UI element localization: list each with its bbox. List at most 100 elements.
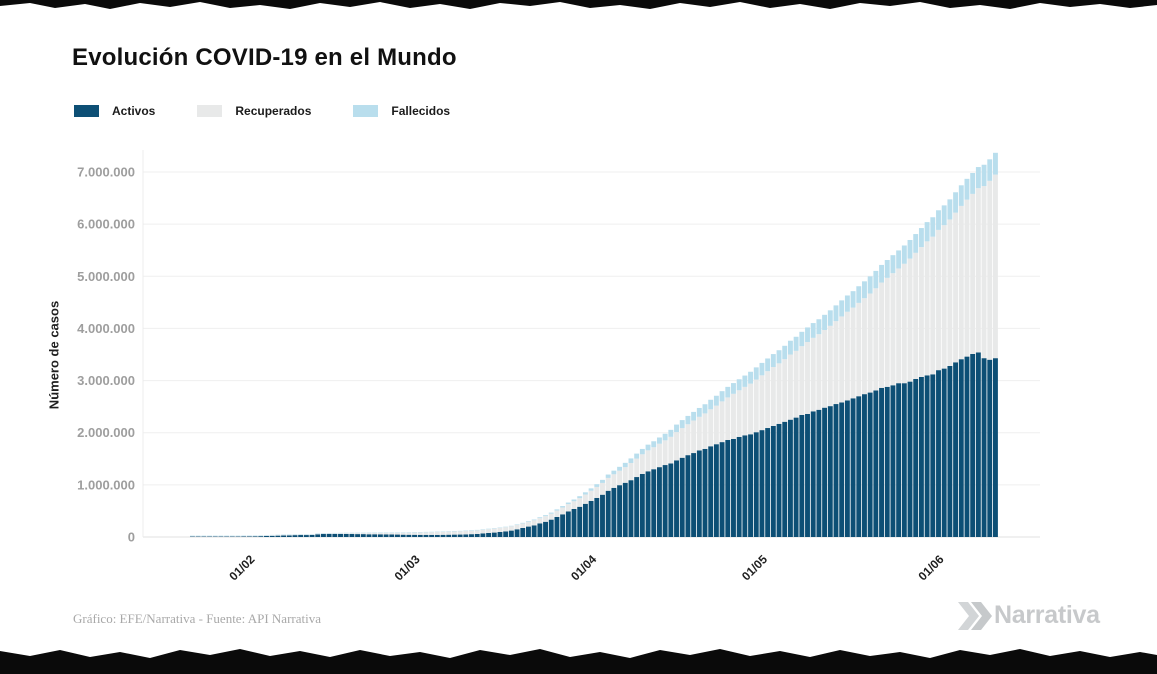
bar-segment-recuperados	[839, 316, 845, 403]
bar-segment-activos	[480, 533, 486, 537]
bar-segment-activos	[696, 450, 702, 537]
bar-segment-recuperados	[748, 383, 754, 435]
bar-segment-fallecidos	[810, 323, 816, 338]
bar-segment-recuperados	[520, 523, 526, 528]
bar-segment-activos	[748, 434, 754, 537]
bar-segment-fallecidos	[713, 395, 719, 406]
bar-segment-activos	[486, 532, 492, 537]
bar-segment-fallecidos	[816, 319, 822, 335]
bar-segment-activos	[349, 534, 355, 537]
bar-segment-fallecidos	[719, 391, 725, 402]
bar-segment-activos	[258, 536, 264, 537]
bar-segment-activos	[884, 386, 890, 537]
bar-segment-fallecidos	[645, 444, 651, 451]
bar-segment-recuperados	[850, 307, 856, 399]
bar-segment-activos	[765, 428, 771, 537]
bar-segment-recuperados	[377, 532, 383, 535]
bar-segment-activos	[451, 534, 457, 537]
bar-segment-activos	[514, 529, 520, 537]
bar-segment-activos	[776, 423, 782, 537]
bar-segment-activos	[275, 535, 281, 537]
x-tick-label: 01/04	[568, 552, 599, 583]
bar-segment-fallecidos	[856, 286, 862, 303]
bar-segment-recuperados	[827, 325, 833, 407]
bar-segment-activos	[970, 353, 976, 537]
bar-segment-recuperados	[656, 443, 662, 468]
bar-segment-fallecidos	[679, 420, 685, 429]
bar-segment-activos	[406, 534, 412, 537]
bar-segment-recuperados	[423, 532, 429, 535]
bar-segment-activos	[936, 370, 941, 537]
bar-segment-recuperados	[571, 501, 577, 509]
bar-segment-recuperados	[993, 174, 998, 359]
bar-segment-recuperados	[634, 458, 640, 478]
bar-segment-activos	[668, 463, 674, 537]
bar-segment-recuperados	[617, 470, 623, 486]
y-tick-label: 4.000.000	[77, 321, 135, 336]
bar-segment-activos	[656, 467, 662, 537]
bar-segment-fallecidos	[947, 199, 953, 220]
bar-segment-recuperados	[936, 229, 941, 371]
bar-segment-activos	[503, 531, 509, 537]
bar-segment-activos	[799, 414, 805, 537]
bar-segment-recuperados	[924, 241, 930, 376]
bar-segment-recuperados	[605, 477, 611, 491]
bar-segment-fallecidos	[554, 509, 560, 511]
bar-segment-fallecidos	[799, 331, 805, 347]
bar-segment-recuperados	[429, 532, 435, 535]
bar-segment-fallecidos	[930, 217, 936, 237]
bar-segment-fallecidos	[964, 178, 970, 200]
bar-segment-recuperados	[793, 350, 799, 418]
bar-segment-activos	[987, 359, 993, 537]
bar-segment-fallecidos	[588, 488, 594, 491]
bar-segment-recuperados	[406, 532, 412, 535]
bar-segment-activos	[753, 432, 759, 537]
bar-segment-fallecidos	[765, 358, 771, 372]
bar-segment-activos	[537, 523, 543, 537]
bar-segment-fallecidos	[708, 399, 714, 410]
bar-segment-activos	[269, 535, 275, 537]
bar-segment-activos	[662, 465, 668, 537]
bar-segment-fallecidos	[936, 210, 941, 230]
bar-segment-activos	[651, 469, 657, 537]
bar-segment-activos	[822, 407, 828, 537]
bar-segment-recuperados	[417, 532, 423, 535]
bar-segment-activos	[816, 409, 822, 537]
bar-segment-fallecidos	[890, 255, 896, 274]
bar-segment-activos	[953, 362, 959, 537]
bar-segment-activos	[600, 494, 605, 537]
torn-edge-top	[0, 0, 1157, 9]
bar-segment-fallecidos	[918, 228, 924, 248]
bar-segment-recuperados	[799, 346, 805, 415]
bar-segment-fallecidos	[696, 407, 702, 417]
bar-segment-activos	[389, 534, 395, 537]
bar-segment-fallecidos	[639, 448, 645, 455]
bar-segment-activos	[582, 503, 588, 537]
bar-segment-recuperados	[526, 521, 531, 527]
bar-segment-fallecidos	[941, 205, 947, 226]
bar-segment-recuperados	[514, 524, 520, 530]
bar-segment-recuperados	[349, 533, 355, 535]
bar-segment-recuperados	[582, 494, 588, 504]
bar-segment-activos	[930, 374, 936, 537]
bar-segment-fallecidos	[725, 386, 731, 398]
bar-segment-recuperados	[548, 513, 554, 520]
bar-segment-activos	[793, 417, 799, 537]
bar-segment-fallecidos	[548, 512, 554, 514]
bar-segment-activos	[879, 387, 884, 537]
bar-segment-recuperados	[742, 386, 748, 436]
bar-segment-recuperados	[901, 263, 907, 384]
bar-segment-activos	[281, 535, 287, 537]
bar-segment-recuperados	[537, 518, 543, 524]
legend-swatch-recuperados	[197, 105, 223, 117]
bar-segment-fallecidos	[782, 345, 788, 360]
bar-segment-recuperados	[508, 526, 514, 531]
bar-segment-recuperados	[691, 420, 697, 454]
bar-segment-activos	[469, 534, 474, 537]
bar-segment-activos	[782, 421, 788, 537]
bar-segment-activos	[856, 396, 862, 537]
narrativa-logo-icon	[958, 601, 992, 630]
bar-segment-activos	[286, 535, 292, 537]
bar-segment-activos	[947, 365, 953, 537]
